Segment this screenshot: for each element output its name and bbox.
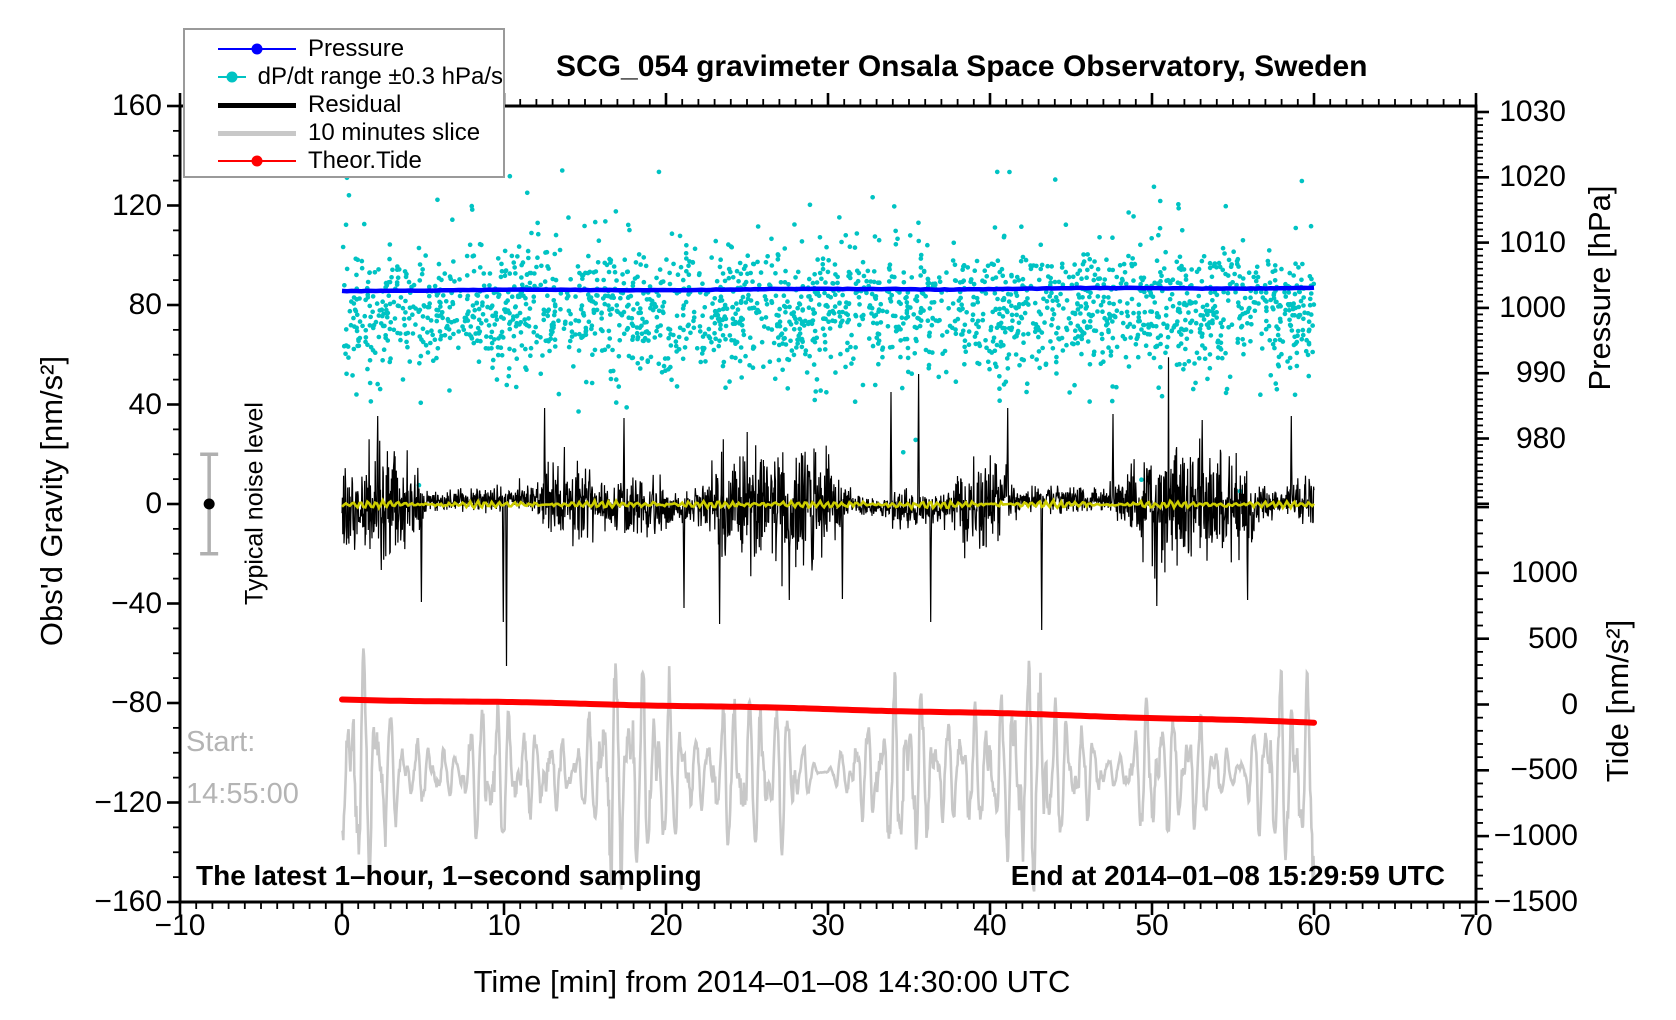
y-axis-title-tide: Tide [nm/s²] [1600,619,1635,783]
noise-level-label: Typical noise level [240,402,269,605]
tide-tick-label: 500 [1527,621,1578,655]
x-axis-title: Time [min] from 2014–01–08 14:30:00 UTC [473,964,1071,999]
sampling-note: The latest 1–hour, 1–second sampling [196,860,702,891]
gravity-tick-label: −40 [111,586,162,620]
tide-tick-label: 1000 [1511,555,1578,589]
legend-label: dP/dt range ±0.3 hPa/s [257,63,503,90]
gravity-tick-label: −160 [94,885,162,918]
x-tick-label: 20 [649,909,683,942]
pressure-tick-label: 980 [1515,421,1566,455]
legend-label: Residual [308,91,402,118]
legend-item-slice: 10 minutes slice [185,119,503,147]
chart-title: SCG_054 gravimeter Onsala Space Observat… [556,50,1368,83]
legend-item-residual: Residual [185,91,503,119]
pressure-line-sample [218,35,296,63]
x-tick-label: 40 [973,909,1007,942]
slice-line-sample [218,119,296,147]
x-tick-label: 60 [1297,909,1331,942]
dpdt-line-sample [218,63,246,91]
pressure-tick-label: 1020 [1499,160,1566,194]
end-time-note: End at 2014–01–08 15:29:59 UTC [1010,860,1445,891]
gravity-tick-label: −120 [94,785,162,819]
legend-item-dpdt: dP/dt range ±0.3 hPa/s [185,63,503,91]
tide-line-sample [218,147,296,175]
legend-label: 10 minutes slice [308,119,481,146]
x-tick-label: 30 [811,909,845,942]
tide-tick-label: −500 [1510,753,1578,787]
tide-tick-label: 0 [1561,687,1578,721]
start-time: 14:55:00 [186,778,299,810]
gravity-tick-label: 40 [128,387,162,421]
gravity-tick-label: 0 [145,487,162,520]
tide-tick-label: −1500 [1493,884,1578,918]
y-axis-title-pressure: Pressure [hPa] [1582,185,1617,391]
pressure-tick-label: 1030 [1499,95,1566,128]
x-tick-label: 0 [333,909,351,942]
x-tick-label: 50 [1135,909,1169,942]
gravity-tick-label: −80 [111,686,162,719]
legend-item-pressure: Pressure [185,35,503,63]
gravity-tick-label: 120 [111,188,162,222]
pressure-tick-label: 1010 [1499,225,1566,259]
legend-item-tide: Theor.Tide [185,147,503,175]
x-tick-label: 10 [487,909,521,942]
pressure-tick-label: 1000 [1499,290,1566,324]
gravity-tick-label: 80 [128,288,162,321]
legend-box: Pressure dP/dt range ±0.3 hPa/s Residual… [183,28,505,178]
gravity-tick-label: 160 [111,89,162,122]
start-label: Start: [186,726,256,758]
legend-label: Theor.Tide [308,147,422,174]
x-tick-label: 70 [1459,909,1493,942]
tide-tick-label: −1000 [1493,819,1578,853]
pressure-tick-label: 990 [1515,356,1566,390]
x-tick-label: −10 [154,909,206,942]
legend-label: Pressure [308,35,405,62]
residual-line-sample [218,91,296,119]
